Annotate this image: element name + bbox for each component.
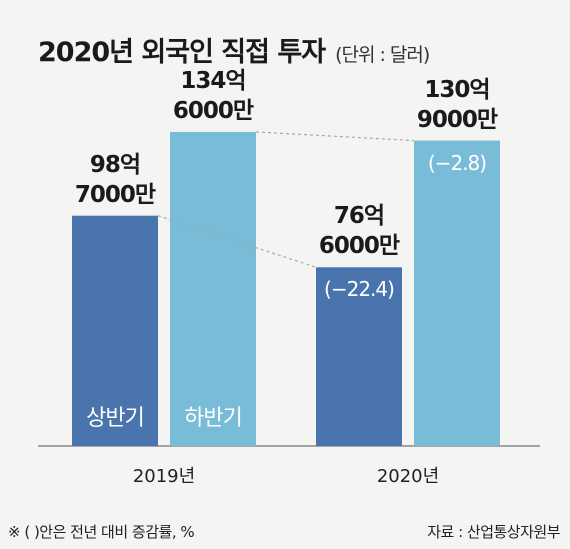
value-label: 98억 7000만 bbox=[74, 151, 156, 208]
bar-second-half-1 bbox=[414, 140, 500, 447]
connector-line bbox=[255, 131, 415, 142]
footnote: ※ ( )안은 전년 대비 증감률, % bbox=[8, 523, 195, 541]
bar-second-half-0 bbox=[170, 131, 256, 446]
series-label: 하반기 bbox=[184, 406, 243, 431]
change-label: (−2.8) bbox=[427, 150, 487, 175]
value-label: 134억 6000만 bbox=[172, 67, 254, 124]
x-tick-label: 2019년 bbox=[132, 466, 196, 487]
series-label: 상반기 bbox=[86, 406, 145, 431]
bar-first-half-1 bbox=[316, 267, 402, 446]
chart-title: 2020년 외국인 직접 투자 bbox=[38, 37, 326, 68]
connector-line bbox=[157, 215, 317, 268]
unit-label: (단위 : 달러) bbox=[335, 44, 430, 66]
x-tick-label: 2020년 bbox=[376, 466, 440, 487]
source-note: 자료 : 산업통상자원부 bbox=[427, 523, 560, 541]
change-label: (−22.4) bbox=[324, 277, 395, 302]
title-row: 2020년 외국인 직접 투자 (단위 : 달러) bbox=[38, 30, 430, 69]
bar-first-half-0 bbox=[72, 215, 158, 446]
value-label: 130억 9000만 bbox=[416, 76, 498, 133]
value-label: 76억 6000만 bbox=[318, 203, 400, 260]
